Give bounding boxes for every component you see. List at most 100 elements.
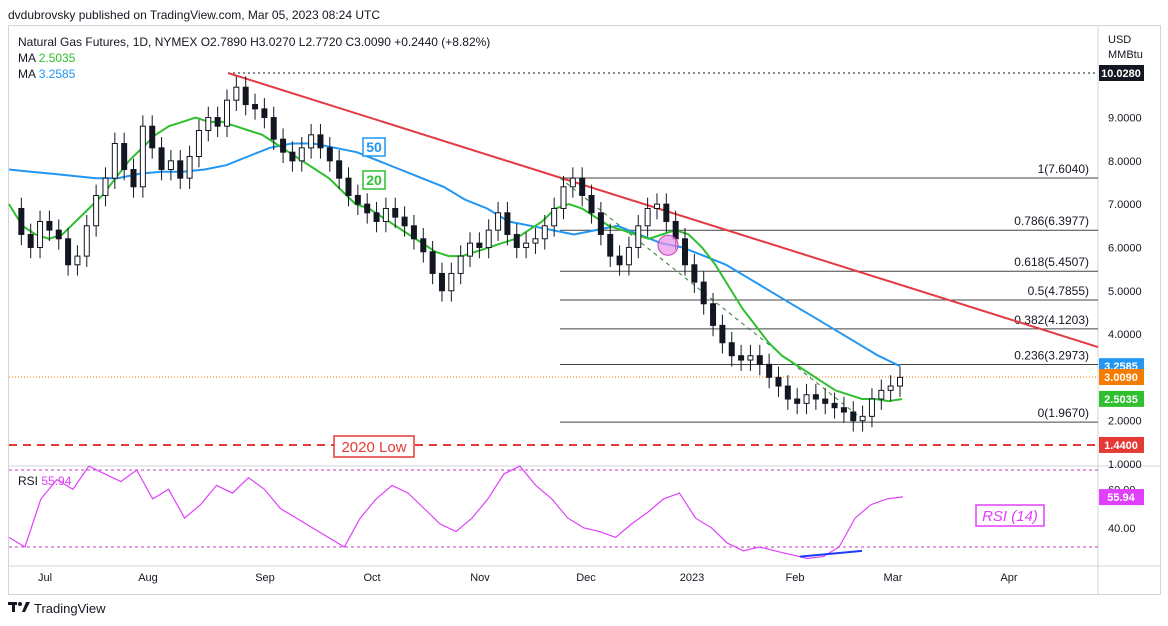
chart-lines [8, 72, 1099, 446]
candle-body [476, 242, 483, 248]
ma20-tag-text: 20 [366, 172, 382, 188]
rsi-tag: RSI (14) [975, 504, 1045, 527]
fib-level-label: 0.382(4.1203) [1014, 313, 1089, 327]
ma20-legend[interactable]: MA 2.5035 [18, 50, 490, 66]
rsi-legend-label: RSI [18, 474, 39, 488]
candle-body [653, 203, 660, 209]
candle-body [298, 147, 305, 162]
chart-legend: Natural Gas Futures, 1D, NYMEX O2.7890 H… [18, 34, 490, 82]
candle-body [747, 355, 754, 361]
candle-body [728, 342, 735, 357]
candle-body [46, 220, 53, 231]
chart-grid [9, 25, 1160, 595]
candle-body [766, 363, 773, 378]
candle-body [513, 233, 520, 248]
fib-level-label: 0.786(6.3977) [1014, 214, 1089, 228]
candle-body [485, 229, 492, 248]
ma20-tag-box [362, 170, 386, 190]
candle-body [794, 398, 801, 404]
fib-level-label: 0.5(4.7855) [1028, 284, 1089, 298]
rsi-legend-value: 55.94 [41, 474, 72, 488]
candle-body [738, 355, 745, 361]
time-tick: Aug [138, 572, 158, 584]
candle-body [382, 207, 389, 222]
candle-body [326, 147, 333, 162]
candle-body [102, 177, 109, 196]
time-tick: Sep [255, 572, 275, 584]
candle-body [186, 156, 193, 179]
fib-level-label: 0(1.9670) [1038, 406, 1089, 420]
candle-body [467, 242, 474, 257]
candle-body [18, 207, 25, 235]
price-axis-label: 10.0280 [1099, 65, 1144, 81]
price-tick: 6.0000 [1108, 242, 1142, 254]
candle-body [130, 168, 137, 188]
publish-line: dvdubrovsky published on TradingView.com… [8, 8, 380, 22]
fib-level-label: 0.618(5.4507) [1014, 255, 1089, 269]
candle-body [233, 86, 240, 101]
low-2020-tag-text: 2020 Low [341, 439, 406, 456]
price-axis-label-bg [1099, 390, 1144, 407]
candle-body [280, 138, 287, 153]
rsi-legend[interactable]: RSI 55.94 [18, 474, 71, 488]
candle-body [448, 272, 455, 292]
candle-body [438, 272, 445, 292]
candle-body [682, 238, 689, 266]
candle-body [588, 194, 595, 214]
candle-body [616, 255, 623, 266]
time-axis: Jul Aug Sep Oct Nov Dec 2023 Feb Mar Apr [38, 572, 1018, 584]
time-tick: Jul [38, 572, 52, 584]
unit-label: MMBtu [1108, 49, 1143, 61]
candle-body [37, 220, 44, 248]
footer-brand: TradingView [34, 600, 106, 616]
candle-body [644, 207, 651, 227]
price-axis-label-bg [1099, 368, 1144, 385]
price-tick: 2.0000 [1108, 416, 1142, 428]
candle-body [242, 86, 249, 106]
candle-body [55, 229, 62, 240]
candle-body [569, 177, 576, 188]
candle-body [373, 212, 380, 222]
candle-body [289, 151, 296, 162]
ma50-line [8, 142, 901, 368]
candle-body [504, 212, 511, 235]
candle-body [822, 398, 829, 404]
candle-body [887, 385, 894, 391]
time-tick: Oct [363, 572, 380, 584]
ma50-legend-value: 3.2585 [38, 67, 76, 81]
candle-body [868, 398, 875, 417]
candle-body [261, 108, 268, 119]
price-axis-label: 2.5035 [1099, 390, 1144, 407]
fib-level-label: 0.236(3.2973) [1014, 349, 1089, 363]
ma20-legend-label: MA [18, 51, 36, 65]
footer[interactable]: TradingView [8, 600, 106, 616]
candle-body [672, 220, 679, 240]
price-tick: 5.0000 [1108, 286, 1142, 298]
candle-body [364, 203, 371, 214]
candle-body [523, 242, 530, 248]
price-tick: 1.0000 [1108, 459, 1142, 471]
candle-body [457, 255, 464, 274]
chart-annotations: 50 20 2020 Low [333, 137, 679, 458]
ma20-tag: 20 [362, 170, 386, 190]
candle-body [719, 324, 726, 344]
candle-body [784, 385, 791, 400]
price-axis-label-bg [1099, 436, 1144, 453]
symbol-line: Natural Gas Futures, 1D, NYMEX O2.7890 H… [18, 35, 491, 49]
ma50-legend[interactable]: MA 3.2585 [18, 66, 490, 82]
ma20-line [8, 116, 903, 403]
price-axis-label: 3.0090 [1099, 368, 1144, 385]
candle-body [336, 160, 343, 179]
candle-body [710, 303, 717, 326]
candle-body [93, 194, 100, 227]
candle-body [420, 238, 427, 253]
candle-body [607, 233, 614, 257]
candle-body [27, 233, 34, 248]
candle-body [541, 225, 548, 240]
candle-body [691, 264, 698, 283]
candle-body [897, 376, 903, 387]
rsi-divergence-line [799, 549, 863, 558]
ma50-tag-box [362, 137, 386, 157]
ma50-legend-label: MA [18, 67, 36, 81]
